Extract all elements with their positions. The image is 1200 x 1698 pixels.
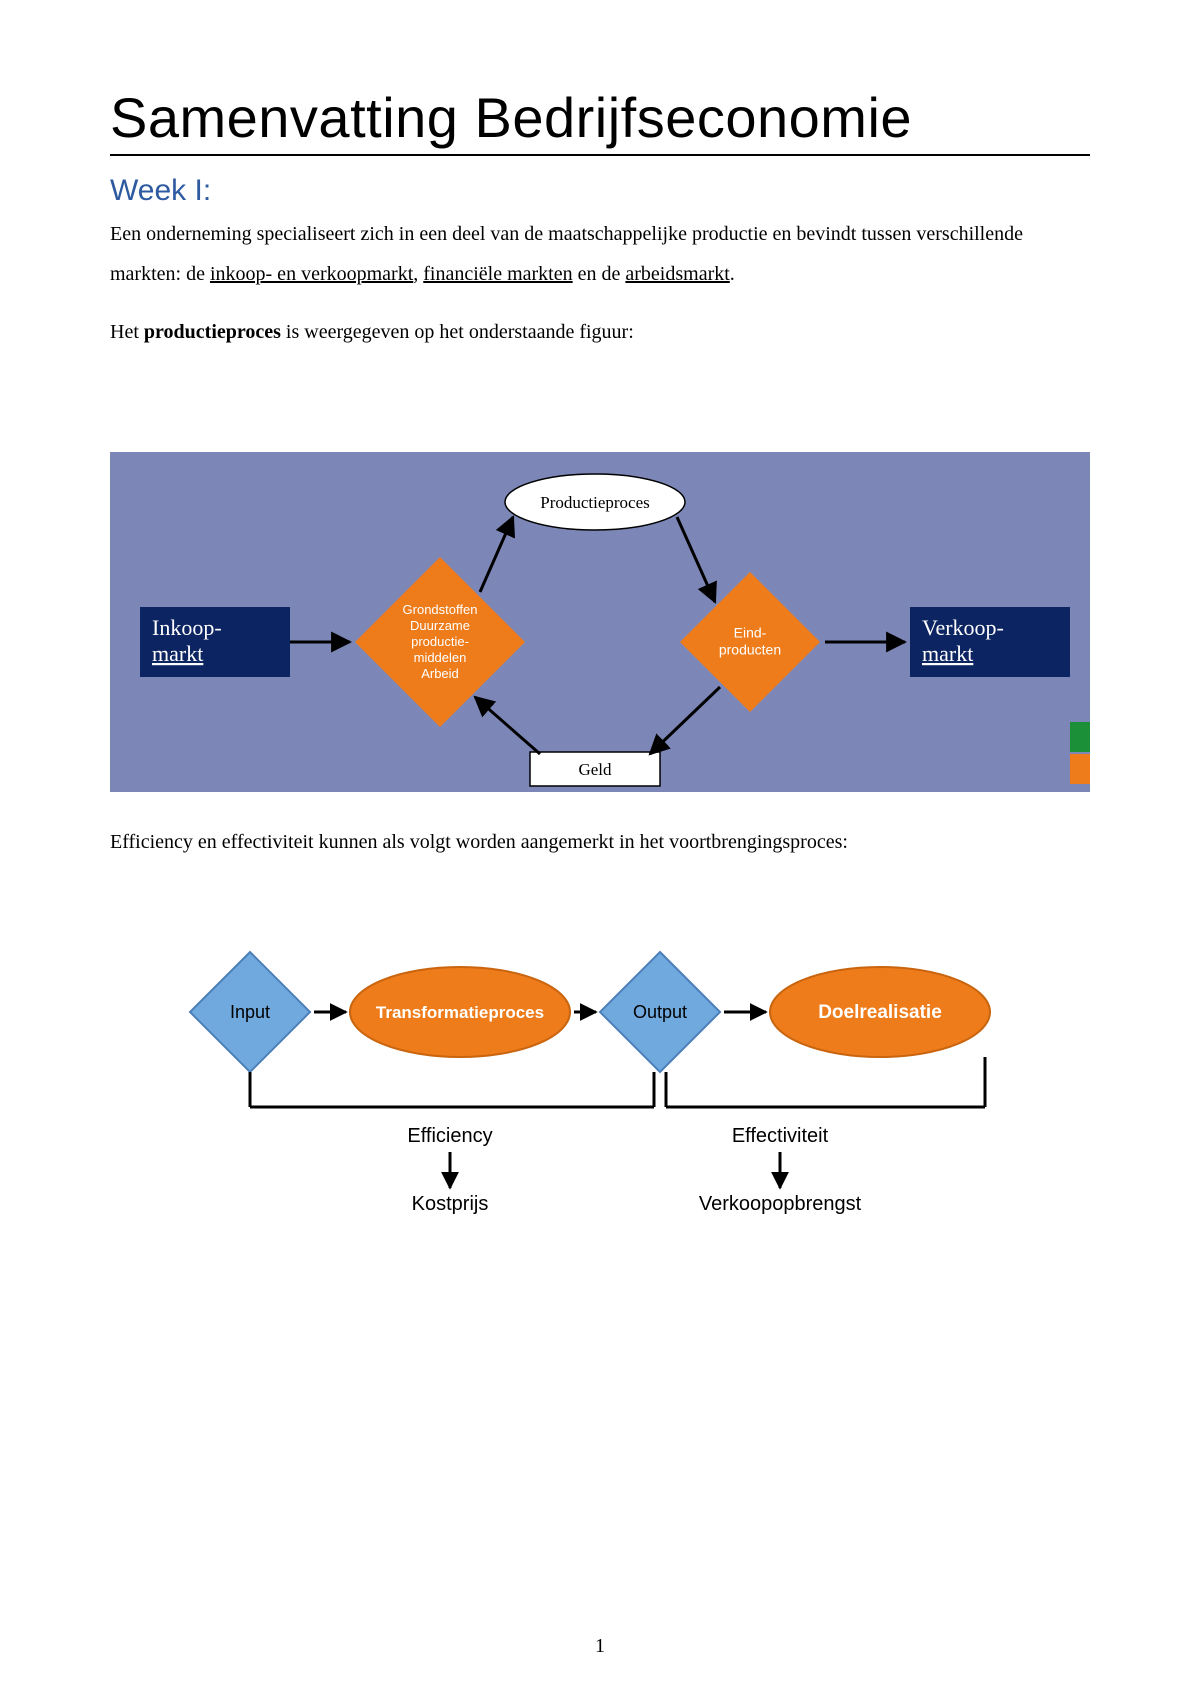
para1-underline-1: inkoop- en verkoopmarkt bbox=[210, 263, 413, 285]
svg-text:Output: Output bbox=[633, 1002, 687, 1022]
svg-text:Doelrealisatie: Doelrealisatie bbox=[818, 1002, 942, 1023]
para2-suffix: is weergegeven op het onderstaande figuu… bbox=[281, 321, 634, 343]
svg-text:Transformatieproces: Transformatieproces bbox=[376, 1003, 544, 1022]
doc-title: Samenvatting Bedrijfseconomie bbox=[110, 85, 1090, 156]
svg-text:Eind-: Eind- bbox=[734, 625, 767, 641]
para1-suffix: . bbox=[730, 263, 735, 285]
svg-text:Inkoop-: Inkoop- bbox=[152, 615, 222, 640]
svg-text:Efficiency: Efficiency bbox=[407, 1125, 492, 1147]
diagram-efficiency: Input Transformatieproces Output Doelrealis… bbox=[110, 942, 1090, 1282]
svg-text:middelen: middelen bbox=[414, 650, 467, 665]
svg-text:Kostprijs: Kostprijs bbox=[412, 1193, 489, 1215]
week-heading: Week I: bbox=[110, 174, 1090, 208]
page: Samenvatting Bedrijfseconomie Week I: Ee… bbox=[0, 0, 1200, 1698]
svg-text:producten: producten bbox=[719, 642, 781, 658]
svg-text:Effectiviteit: Effectiviteit bbox=[732, 1125, 829, 1147]
paragraph-2: Het productieproces is weergegeven op he… bbox=[110, 312, 1090, 352]
svg-text:markt: markt bbox=[152, 641, 203, 666]
svg-text:Verkoop-: Verkoop- bbox=[922, 615, 1004, 640]
diagram1-svg: Inkoop-marktVerkoop-marktGrondstoffenDuu… bbox=[110, 452, 1090, 792]
diagram-productieproces: Inkoop-marktVerkoop-marktGrondstoffenDuu… bbox=[110, 452, 1090, 802]
para2-bold: productieproces bbox=[144, 321, 281, 343]
paragraph-3: Efficiency en effectiviteit kunnen als v… bbox=[110, 822, 1090, 862]
para1-sep1: , bbox=[413, 263, 423, 285]
para2-prefix: Het bbox=[110, 321, 144, 343]
svg-text:Productieproces: Productieproces bbox=[540, 493, 650, 512]
paragraph-1: Een onderneming specialiseert zich in ee… bbox=[110, 214, 1090, 294]
page-number: 1 bbox=[0, 1635, 1200, 1658]
para1-underline-3: arbeidsmarkt bbox=[625, 263, 729, 285]
svg-text:productie-: productie- bbox=[411, 634, 469, 649]
para1-underline-2: financiële markten bbox=[423, 263, 572, 285]
svg-text:Input: Input bbox=[230, 1002, 270, 1022]
svg-text:Grondstoffen: Grondstoffen bbox=[403, 602, 478, 617]
svg-text:Arbeid: Arbeid bbox=[421, 666, 459, 681]
diagram2-svg: Input Transformatieproces Output Doelrealis… bbox=[140, 942, 1060, 1262]
svg-text:Geld: Geld bbox=[578, 760, 612, 779]
svg-text:Verkoopopbrengst: Verkoopopbrengst bbox=[699, 1193, 862, 1215]
para1-sep2: en de bbox=[573, 263, 626, 285]
svg-text:Duurzame: Duurzame bbox=[410, 618, 470, 633]
svg-text:markt: markt bbox=[922, 641, 973, 666]
